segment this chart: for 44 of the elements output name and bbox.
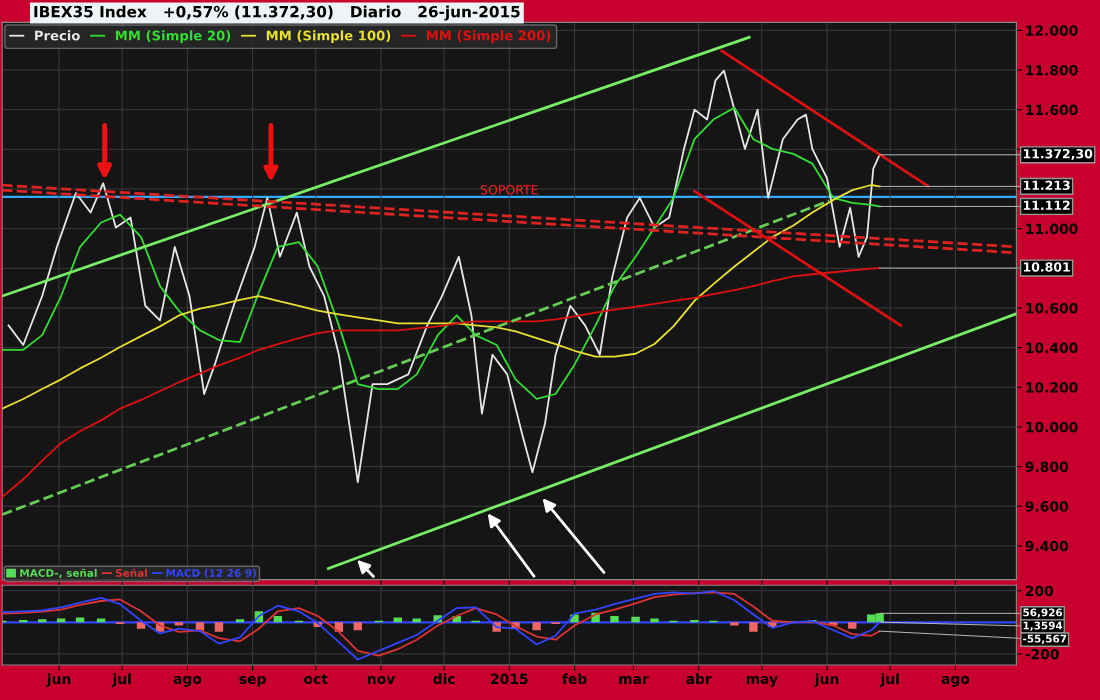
x-tick-label: jun [814, 673, 839, 687]
y-tick-label: 11.600 [1026, 104, 1078, 116]
y-tick-label: 10.200 [1026, 382, 1078, 393]
legend-label: MM (Simple 100) [266, 30, 391, 44]
y-tick-label: 10.400 [1026, 342, 1078, 354]
x-tick-label: ago [941, 676, 970, 687]
x-tick-label: nov [367, 676, 395, 685]
y-tick-label: 9.800 [1025, 461, 1068, 473]
legend-label: MM (Simple 20) [115, 30, 231, 44]
x-tick-label: oct [304, 674, 328, 685]
legend-label: MACD (12 26 9) [166, 568, 256, 579]
legend-label: MM (Simple 200) [426, 30, 551, 44]
annotation: 56,926 [1023, 608, 1063, 618]
y-tick-label: 200 [1025, 585, 1054, 597]
legend-label: Precio [35, 30, 80, 41]
y-tick-label: 10.000 [1026, 421, 1078, 433]
y-tick-label: 10.600 [1026, 302, 1078, 314]
x-tick-label: feb [562, 673, 587, 685]
y-tick-label: 9.600 [1025, 501, 1068, 512]
y-tick-label: 12.000 [1026, 25, 1078, 36]
x-tick-label: may [746, 676, 778, 687]
annotation: 11.213 [1023, 180, 1070, 191]
x-tick-label: ago [173, 676, 202, 687]
y-tick-label: 11.800 [1026, 64, 1078, 76]
x-tick-label: sep [239, 676, 266, 687]
annotation: -55,567 [1023, 634, 1067, 644]
annotation: 11.372,30 [1023, 148, 1093, 161]
x-tick-label: jul [111, 673, 131, 687]
annotation: 11.112 [1023, 200, 1070, 210]
legend-label: Señal [115, 568, 147, 577]
x-tick-label: jun [46, 673, 71, 687]
y-tick-label: 11.000 [1026, 223, 1078, 235]
legend-label: MACD-, señal [20, 568, 97, 579]
ref-line-label: SOPORTE [480, 185, 538, 195]
x-tick-label: mar [619, 676, 649, 685]
annotation: 10.801 [1023, 262, 1070, 272]
x-tick-label: 2015 [491, 673, 528, 685]
y-tick-label: -200 [1025, 648, 1059, 660]
y-tick-label: 9.400 [1025, 540, 1068, 552]
chart-title: IBEX35 Index +0,57% (11.372,30) Diario 26-jun-2015 [34, 5, 520, 21]
x-tick-label: jul [879, 673, 899, 687]
annotation: 1,3594 [1023, 621, 1063, 631]
x-tick-label: abr [686, 673, 712, 685]
x-tick-label: dic [433, 673, 455, 685]
